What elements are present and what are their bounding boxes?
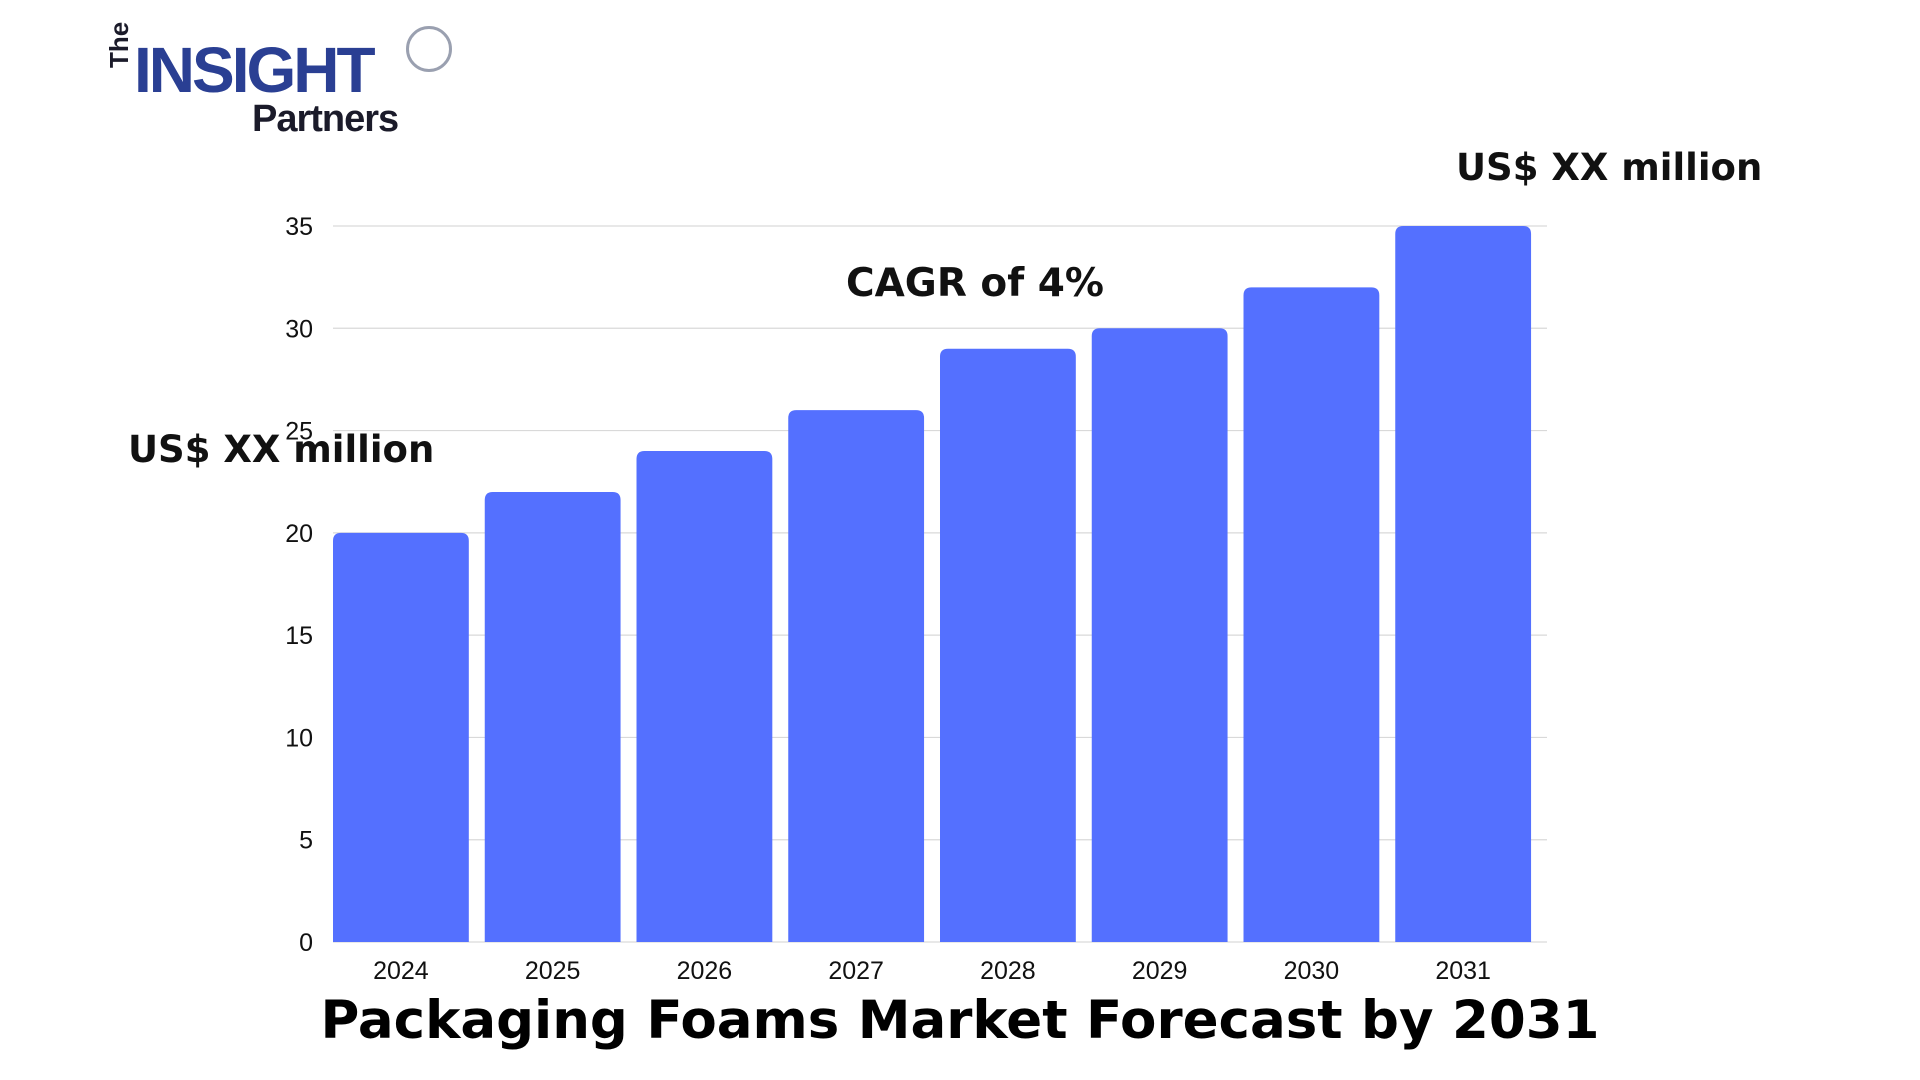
x-tick-label: 2030 <box>1284 957 1340 985</box>
y-tick-label: 30 <box>285 315 313 343</box>
logo-insight-text: INSIGHT <box>134 34 376 106</box>
y-tick-label: 20 <box>285 520 313 548</box>
x-tick-label: 2028 <box>980 957 1036 985</box>
bar-2026 <box>636 451 773 942</box>
start-value-annotation: US$ XX million <box>128 428 435 471</box>
logo-partners-text: Partners <box>252 98 399 140</box>
y-tick-label: 25 <box>285 418 313 446</box>
bar-2030 <box>1243 287 1380 942</box>
x-axis-ticks: 2024 2025 2026 2027 2028 2029 2030 2031 <box>373 957 1491 985</box>
bar-2031 <box>1395 226 1532 942</box>
y-axis-ticks: 0 5 10 15 20 25 30 35 <box>285 213 313 957</box>
x-tick-label: 2029 <box>1132 957 1188 985</box>
x-tick-label: 2026 <box>677 957 733 985</box>
bar-2024 <box>333 532 469 942</box>
cagr-annotation: CAGR of 4% <box>846 261 1104 306</box>
bar-2028 <box>940 348 1076 942</box>
bars <box>333 226 1532 943</box>
bar-2029 <box>1091 328 1228 942</box>
bar-2027 <box>788 410 925 943</box>
y-tick-label: 35 <box>285 213 313 241</box>
y-tick-label: 10 <box>285 724 313 752</box>
x-tick-label: 2024 <box>373 957 429 985</box>
y-tick-label: 0 <box>299 929 313 957</box>
y-tick-label: 5 <box>299 827 313 855</box>
chart-title: Packaging Foams Market Forecast by 2031 <box>320 990 1600 1051</box>
logo-ring-icon <box>406 26 452 72</box>
x-tick-label: 2025 <box>525 957 581 985</box>
y-tick-label: 15 <box>285 622 313 650</box>
insight-partners-logo: The INSIGHT Partners <box>104 18 464 148</box>
x-tick-label: 2031 <box>1435 957 1491 985</box>
end-value-annotation: US$ XX million <box>1456 146 1763 189</box>
x-tick-label: 2027 <box>828 957 884 985</box>
bar-2025 <box>484 491 621 942</box>
